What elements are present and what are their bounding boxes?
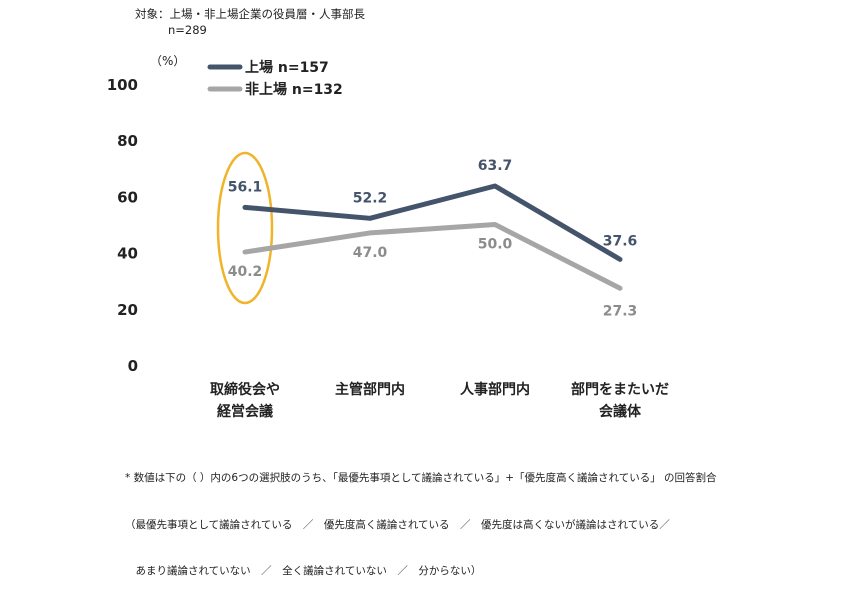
data-label: 52.2 bbox=[353, 190, 388, 206]
footnote-line-1: * 数値は下の（ ）内の6つの選択肢のうち、「最優先事項として議論されている」+… bbox=[125, 472, 717, 484]
y-axis-unit: （%） bbox=[150, 54, 186, 68]
chart-notes: 対象：上場・非上場企業の役員層・人事部長 n=289 bbox=[135, 6, 365, 38]
y-tick-label: 0 bbox=[128, 357, 138, 375]
x-category-label: 主管部門内 bbox=[335, 381, 405, 398]
x-category-label: 人事部門内 bbox=[460, 381, 530, 398]
y-tick-label: 60 bbox=[117, 188, 138, 206]
footnote: * 数値は下の（ ）内の6つの選択肢のうち、「最優先事項として議論されている」+… bbox=[125, 440, 717, 595]
sample-size-note: n=289 bbox=[168, 23, 207, 37]
data-label: 27.3 bbox=[603, 303, 638, 319]
data-label: 37.6 bbox=[603, 233, 638, 249]
x-category-label: 部門をまたいだ bbox=[571, 381, 669, 398]
data-label: 56.1 bbox=[228, 179, 263, 195]
y-tick-label: 80 bbox=[117, 132, 138, 150]
y-tick-label: 20 bbox=[117, 301, 138, 319]
highlight-ellipse bbox=[216, 151, 274, 305]
data-label: 40.2 bbox=[228, 264, 263, 280]
series-line-1 bbox=[242, 222, 623, 291]
x-category-label: 経営会議 bbox=[217, 403, 273, 420]
footnote-line-2: （最優先事項として議論されている ／ 優先度高く議論されている ／ 優先度は高く… bbox=[125, 518, 670, 531]
data-label: 50.0 bbox=[478, 237, 513, 253]
legend-label-0: 上場 n=157 bbox=[245, 59, 329, 76]
series-line-0 bbox=[242, 183, 623, 262]
footnote-line-3: あまり議論されていない ／ 全く議論されていない ／ 分からない） bbox=[125, 565, 482, 577]
line-chart: 0 20 40 60 80 100 56.1 52.2 63.7 37.6 40.2 47.0 50.0… bbox=[107, 59, 669, 420]
x-category-label: 会議体 bbox=[599, 403, 642, 420]
x-category-label: 取締役会や bbox=[210, 381, 280, 398]
y-tick-label: 100 bbox=[107, 76, 138, 94]
y-tick-label: 40 bbox=[117, 245, 138, 263]
data-label: 63.7 bbox=[478, 158, 513, 174]
data-label: 47.0 bbox=[353, 245, 388, 261]
legend-label-1: 非上場 n=132 bbox=[245, 81, 343, 98]
target-note: 対象：上場・非上場企業の役員層・人事部長 bbox=[135, 7, 365, 21]
